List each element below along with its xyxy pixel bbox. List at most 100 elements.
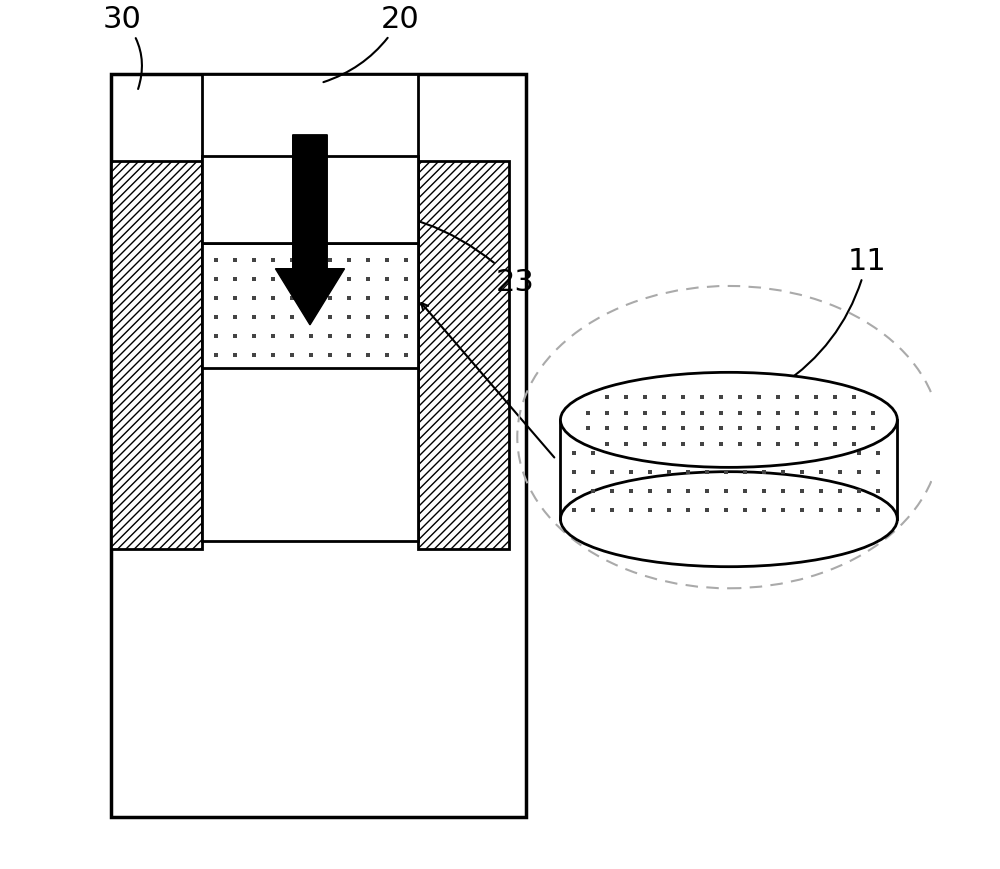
Point (775, 465, 791, 479)
Point (379, 311, 395, 325)
Point (675, 421, 691, 435)
Point (827, 421, 843, 435)
Point (699, 465, 715, 479)
Point (341, 292, 357, 306)
Point (870, 484, 886, 498)
Point (775, 428, 791, 441)
Point (303, 348, 319, 362)
Point (832, 428, 848, 441)
Point (794, 446, 810, 460)
Point (775, 484, 791, 498)
Point (756, 484, 772, 498)
Point (699, 503, 715, 517)
Point (770, 437, 786, 451)
Point (599, 421, 615, 435)
Point (794, 484, 810, 498)
Point (661, 503, 677, 517)
Point (713, 390, 729, 404)
Point (637, 421, 653, 435)
Point (846, 421, 862, 435)
Bar (111, 162, 202, 550)
Point (851, 484, 867, 498)
Point (246, 273, 262, 287)
Point (661, 446, 677, 460)
Point (379, 273, 395, 287)
Point (379, 292, 395, 306)
Point (360, 348, 376, 362)
Point (604, 428, 620, 441)
Point (794, 465, 810, 479)
Point (756, 503, 772, 517)
Point (585, 428, 601, 441)
Point (246, 348, 262, 362)
Point (642, 465, 658, 479)
Point (808, 437, 824, 451)
Point (661, 484, 677, 498)
Point (865, 421, 881, 435)
Point (585, 465, 601, 479)
Point (794, 428, 810, 441)
Point (623, 428, 639, 441)
Point (227, 311, 243, 325)
Text: 30: 30 (103, 5, 142, 90)
Point (398, 254, 414, 268)
Point (694, 390, 710, 404)
Point (851, 503, 867, 517)
Point (732, 406, 748, 420)
Point (713, 406, 729, 420)
Point (303, 329, 319, 343)
Point (813, 465, 829, 479)
Point (770, 406, 786, 420)
Point (827, 437, 843, 451)
Point (832, 465, 848, 479)
Point (789, 421, 805, 435)
Point (398, 348, 414, 362)
Point (265, 273, 281, 287)
Point (694, 406, 710, 420)
Point (642, 503, 658, 517)
Point (303, 273, 319, 287)
Point (751, 437, 767, 451)
Point (637, 390, 653, 404)
Point (623, 503, 639, 517)
Point (732, 437, 748, 451)
Point (398, 329, 414, 343)
Point (751, 421, 767, 435)
Point (618, 390, 634, 404)
Point (832, 446, 848, 460)
Point (322, 273, 338, 287)
Point (656, 437, 672, 451)
Point (341, 329, 357, 343)
Point (737, 446, 753, 460)
Point (604, 446, 620, 460)
Point (851, 446, 867, 460)
Point (846, 437, 862, 451)
Point (813, 503, 829, 517)
Point (770, 390, 786, 404)
Point (851, 465, 867, 479)
Point (585, 446, 601, 460)
Point (265, 348, 281, 362)
Point (599, 406, 615, 420)
Point (775, 503, 791, 517)
Point (599, 390, 615, 404)
Point (737, 503, 753, 517)
Point (379, 254, 395, 268)
Point (585, 503, 601, 517)
Bar (202, 157, 418, 243)
Point (227, 273, 243, 287)
Point (808, 390, 824, 404)
Point (379, 348, 395, 362)
Bar (202, 76, 418, 541)
Point (637, 437, 653, 451)
Point (227, 292, 243, 306)
Point (604, 503, 620, 517)
Point (775, 446, 791, 460)
Point (865, 406, 881, 420)
Text: 23: 23 (345, 209, 535, 297)
Point (284, 273, 300, 287)
Point (580, 421, 596, 435)
Point (246, 329, 262, 343)
Point (827, 390, 843, 404)
Point (832, 484, 848, 498)
